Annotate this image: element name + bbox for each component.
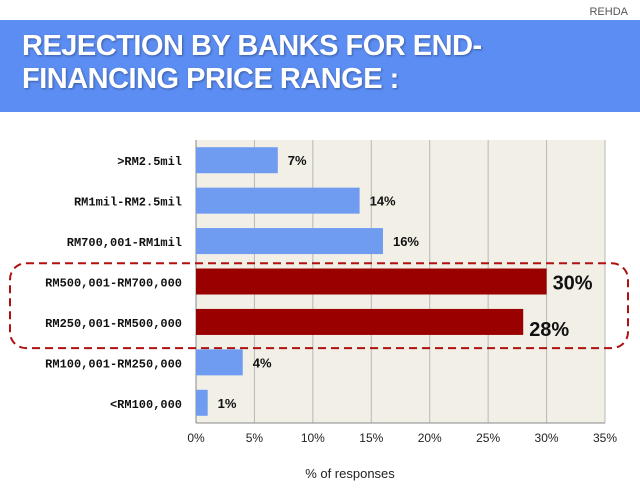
brand-label: REHDA bbox=[589, 6, 628, 18]
bar bbox=[196, 187, 360, 214]
bar bbox=[196, 349, 243, 376]
x-tick-label: 35% bbox=[593, 431, 617, 445]
category-label: >RM2.5mil bbox=[117, 155, 182, 169]
category-label: RM100,001-RM250,000 bbox=[45, 357, 182, 371]
data-label: 7% bbox=[288, 153, 307, 168]
title-line-1: REJECTION BY BANKS FOR END- bbox=[22, 30, 482, 62]
category-label: RM250,001-RM500,000 bbox=[45, 317, 182, 331]
data-label: 16% bbox=[393, 234, 419, 249]
data-label: 30% bbox=[553, 273, 593, 295]
highlight-frame bbox=[9, 262, 629, 350]
category-label: RM500,001-RM700,000 bbox=[45, 277, 182, 291]
x-tick-label: 25% bbox=[476, 431, 500, 445]
bar bbox=[196, 228, 383, 255]
x-tick-label: 5% bbox=[246, 431, 264, 445]
data-label: 14% bbox=[370, 194, 396, 209]
bar bbox=[196, 308, 524, 335]
x-axis-label: % of responses bbox=[305, 466, 395, 481]
category-label: <RM100,000 bbox=[110, 398, 182, 412]
category-label: RM700,001-RM1mil bbox=[67, 236, 182, 250]
bar bbox=[196, 147, 278, 174]
data-label: 4% bbox=[253, 355, 272, 370]
data-label: 1% bbox=[218, 396, 237, 411]
title-band bbox=[0, 20, 640, 112]
bar bbox=[196, 268, 547, 295]
bar bbox=[196, 389, 208, 416]
x-tick-label: 30% bbox=[535, 431, 559, 445]
page-title: REJECTION BY BANKS FOR END- FINANCING PR… bbox=[22, 30, 622, 96]
x-tick-label: 20% bbox=[418, 431, 442, 445]
title-line-2: FINANCING PRICE RANGE : bbox=[22, 63, 399, 95]
x-tick-label: 0% bbox=[187, 431, 205, 445]
x-tick-label: 10% bbox=[301, 431, 325, 445]
x-tick-label: 15% bbox=[359, 431, 383, 445]
category-label: RM1mil-RM2.5mil bbox=[74, 196, 182, 210]
data-label: 28% bbox=[529, 319, 569, 341]
